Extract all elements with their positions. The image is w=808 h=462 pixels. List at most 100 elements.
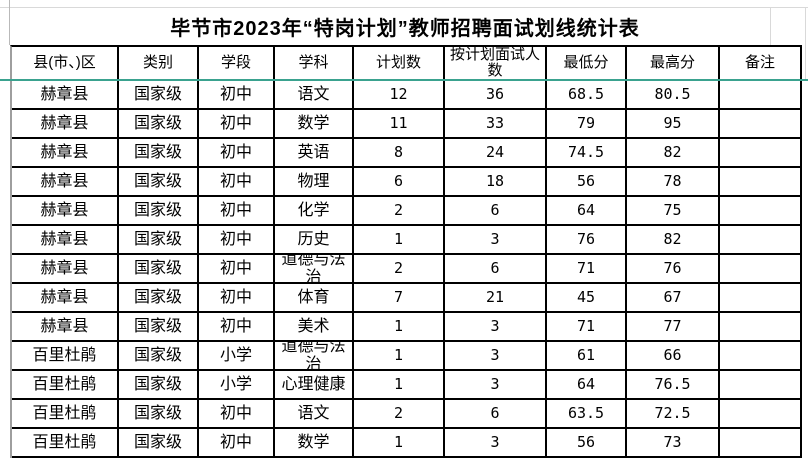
table-cell[interactable]: 21	[445, 284, 547, 313]
table-cell[interactable]: 76	[627, 255, 720, 284]
table-cell[interactable]: 初中	[199, 429, 275, 458]
table-cell[interactable]: 95	[627, 110, 720, 139]
table-cell[interactable]: 赫章县	[12, 226, 119, 255]
table-cell[interactable]: 12	[354, 81, 445, 110]
remark-cell[interactable]	[720, 168, 802, 197]
table-cell[interactable]: 国家级	[119, 226, 199, 255]
table-cell[interactable]: 2	[354, 255, 445, 284]
table-cell[interactable]: 百里杜鹃	[12, 400, 119, 429]
table-cell[interactable]: 1	[354, 226, 445, 255]
table-cell[interactable]: 66	[627, 342, 720, 371]
remark-cell[interactable]	[720, 81, 802, 110]
table-cell[interactable]: 3	[445, 371, 547, 400]
table-cell[interactable]: 71	[547, 255, 627, 284]
table-cell[interactable]: 赫章县	[12, 284, 119, 313]
table-cell[interactable]: 心理健康	[275, 371, 354, 400]
table-cell[interactable]: 初中	[199, 400, 275, 429]
table-cell[interactable]: 百里杜鹃	[12, 429, 119, 458]
table-cell[interactable]: 78	[627, 168, 720, 197]
table-cell[interactable]: 赫章县	[12, 255, 119, 284]
table-cell[interactable]: 语文	[275, 81, 354, 110]
remark-cell[interactable]	[720, 429, 802, 458]
table-cell[interactable]: 18	[445, 168, 547, 197]
table-cell[interactable]: 道德与法治	[275, 255, 354, 284]
table-cell[interactable]: 24	[445, 139, 547, 168]
table-cell[interactable]: 80.5	[627, 81, 720, 110]
table-cell[interactable]: 赫章县	[12, 168, 119, 197]
table-cell[interactable]: 初中	[199, 197, 275, 226]
table-cell[interactable]: 67	[627, 284, 720, 313]
table-cell[interactable]: 1	[354, 429, 445, 458]
table-cell[interactable]: 6	[354, 168, 445, 197]
table-cell[interactable]: 美术	[275, 313, 354, 342]
header-cell[interactable]: 按计划面试人数	[445, 47, 547, 81]
table-cell[interactable]: 45	[547, 284, 627, 313]
table-cell[interactable]: 英语	[275, 139, 354, 168]
header-cell[interactable]: 计划数	[354, 47, 445, 81]
table-cell[interactable]: 56	[547, 429, 627, 458]
table-cell[interactable]: 国家级	[119, 313, 199, 342]
table-cell[interactable]: 56	[547, 168, 627, 197]
table-cell[interactable]: 历史	[275, 226, 354, 255]
table-cell[interactable]: 76.5	[627, 371, 720, 400]
table-cell[interactable]: 赫章县	[12, 313, 119, 342]
remark-cell[interactable]	[720, 371, 802, 400]
table-cell[interactable]: 6	[445, 197, 547, 226]
table-cell[interactable]: 赫章县	[12, 81, 119, 110]
table-cell[interactable]: 国家级	[119, 284, 199, 313]
table-cell[interactable]: 道德与法治	[275, 342, 354, 371]
header-cell[interactable]: 学科	[275, 47, 354, 81]
table-cell[interactable]: 百里杜鹃	[12, 342, 119, 371]
table-cell[interactable]: 初中	[199, 313, 275, 342]
table-cell[interactable]: 国家级	[119, 429, 199, 458]
table-cell[interactable]: 小学	[199, 342, 275, 371]
table-cell[interactable]: 82	[627, 226, 720, 255]
table-cell[interactable]: 国家级	[119, 168, 199, 197]
table-cell[interactable]: 初中	[199, 168, 275, 197]
table-cell[interactable]: 国家级	[119, 81, 199, 110]
table-cell[interactable]: 初中	[199, 110, 275, 139]
remark-cell[interactable]	[720, 284, 802, 313]
table-cell[interactable]: 国家级	[119, 139, 199, 168]
table-cell[interactable]: 国家级	[119, 342, 199, 371]
table-cell[interactable]: 73	[627, 429, 720, 458]
table-cell[interactable]: 8	[354, 139, 445, 168]
table-cell[interactable]: 64	[547, 197, 627, 226]
table-cell[interactable]: 71	[547, 313, 627, 342]
table-cell[interactable]: 语文	[275, 400, 354, 429]
table-cell[interactable]: 72.5	[627, 400, 720, 429]
table-cell[interactable]: 7	[354, 284, 445, 313]
remark-cell[interactable]	[720, 342, 802, 371]
header-cell[interactable]: 最高分	[627, 47, 720, 81]
table-cell[interactable]: 68.5	[547, 81, 627, 110]
table-cell[interactable]: 赫章县	[12, 139, 119, 168]
table-cell[interactable]: 79	[547, 110, 627, 139]
header-cell[interactable]: 县(市、)区	[12, 47, 119, 81]
table-cell[interactable]: 11	[354, 110, 445, 139]
header-cell[interactable]: 学段	[199, 47, 275, 81]
table-cell[interactable]: 6	[445, 255, 547, 284]
table-cell[interactable]: 2	[354, 197, 445, 226]
table-cell[interactable]: 64	[547, 371, 627, 400]
table-cell[interactable]: 数学	[275, 110, 354, 139]
table-cell[interactable]: 76	[547, 226, 627, 255]
table-cell[interactable]: 36	[445, 81, 547, 110]
table-cell[interactable]: 赫章县	[12, 110, 119, 139]
remark-cell[interactable]	[720, 400, 802, 429]
table-cell[interactable]: 初中	[199, 284, 275, 313]
table-cell[interactable]: 63.5	[547, 400, 627, 429]
table-cell[interactable]: 初中	[199, 255, 275, 284]
table-cell[interactable]: 61	[547, 342, 627, 371]
table-cell[interactable]: 6	[445, 400, 547, 429]
table-cell[interactable]: 体育	[275, 284, 354, 313]
table-cell[interactable]: 数学	[275, 429, 354, 458]
table-cell[interactable]: 小学	[199, 371, 275, 400]
table-cell[interactable]: 国家级	[119, 110, 199, 139]
header-cell[interactable]: 类别	[119, 47, 199, 81]
table-cell[interactable]: 初中	[199, 81, 275, 110]
table-cell[interactable]: 3	[445, 226, 547, 255]
table-cell[interactable]: 物理	[275, 168, 354, 197]
table-cell[interactable]: 3	[445, 313, 547, 342]
table-cell[interactable]: 74.5	[547, 139, 627, 168]
table-cell[interactable]: 百里杜鹃	[12, 371, 119, 400]
